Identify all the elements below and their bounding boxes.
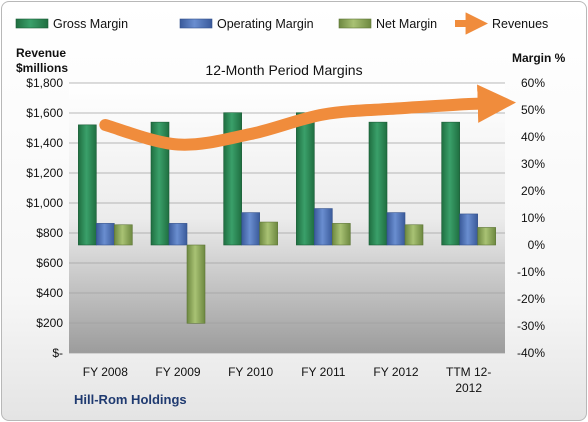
gross-margin-legend-label: Gross Margin	[53, 17, 128, 31]
revenues-line	[99, 84, 517, 151]
net-margin-legend-swatch	[338, 18, 372, 29]
net-margin-bar	[114, 224, 133, 246]
left-axis-label: Revenue	[16, 46, 66, 60]
right-tick-label: -20%	[517, 292, 545, 306]
net-margin-bar	[259, 221, 278, 246]
category-labels: FY 2008 FY 2009 FY 2010 FY 2011 FY 2012 TTM 1…	[83, 365, 492, 395]
operating-margin-bar	[168, 223, 188, 246]
left-tick-label: $-	[52, 346, 63, 360]
net-margin-legend-label: Net Margin	[376, 17, 437, 31]
left-axis-ticks: $- $200 $400 $600 $800 $1,000 $1,200 $1,400 $1,6…	[26, 76, 63, 360]
left-tick-label: $600	[36, 256, 63, 270]
net-margin-bar	[477, 227, 496, 246]
category-label: FY 2012	[373, 365, 418, 379]
category-label: 2012	[455, 381, 482, 395]
gross-margin-bar	[296, 112, 315, 246]
left-tick-label: $1,400	[26, 136, 63, 150]
right-axis-label: Margin %	[512, 51, 566, 65]
gross-margin-bar	[78, 124, 97, 246]
right-tick-label: -10%	[517, 265, 545, 279]
gross-margin-legend-swatch	[15, 18, 49, 29]
net-margin-bar	[186, 244, 206, 324]
net-margin-bar	[404, 224, 424, 246]
right-tick-label: -40%	[517, 346, 545, 360]
operating-margin-bar	[96, 223, 115, 246]
left-tick-label: $200	[36, 316, 63, 330]
gross-margin-bar	[441, 121, 460, 246]
left-axis-label-units: $millions	[16, 61, 68, 75]
operating-margin-bar	[314, 208, 333, 246]
category-label: FY 2009	[155, 365, 200, 379]
left-tick-label: $1,200	[26, 166, 63, 180]
right-tick-label: -30%	[517, 319, 545, 333]
operating-margin-legend-swatch	[179, 18, 213, 29]
right-tick-label: 30%	[521, 157, 545, 171]
right-tick-label: 10%	[521, 211, 545, 225]
operating-margin-legend-label: Operating Margin	[217, 17, 314, 31]
operating-margin-bar	[459, 213, 478, 246]
gridlines	[69, 82, 505, 354]
right-tick-label: 0%	[528, 238, 546, 252]
gross-margin-bar	[368, 121, 388, 246]
company-name: Hill-Rom Holdings	[74, 392, 187, 407]
chart-title: 12-Month Period Margins	[205, 62, 362, 78]
category-label: FY 2011	[301, 365, 346, 379]
bars	[78, 112, 496, 324]
category-label: FY 2010	[228, 365, 273, 379]
left-tick-label: $400	[36, 286, 63, 300]
left-tick-label: $1,000	[26, 196, 63, 210]
category-label: TTM 12-	[446, 365, 491, 379]
right-tick-label: 50%	[521, 103, 545, 117]
right-axis-ticks: -40% -30% -20% -10% 0% 10% 20% 30% 40% 50% 60%	[517, 76, 545, 360]
gross-margin-bar	[223, 112, 242, 246]
net-margin-bar	[332, 223, 351, 246]
gross-margin-bar	[150, 121, 170, 246]
left-tick-label: $1,800	[26, 76, 63, 90]
right-tick-label: 20%	[521, 184, 545, 198]
revenues-legend-label: Revenues	[492, 17, 548, 31]
category-label: FY 2008	[83, 365, 128, 379]
revenue-line	[99, 84, 517, 151]
right-tick-label: 40%	[521, 130, 545, 144]
left-tick-label: $1,600	[26, 106, 63, 120]
left-tick-label: $800	[36, 226, 63, 240]
operating-margin-bar	[386, 212, 406, 246]
right-tick-label: 60%	[521, 76, 545, 90]
legend: Gross Margin Operating Margin Net Margin Re…	[15, 12, 548, 35]
operating-margin-bar	[241, 212, 260, 246]
